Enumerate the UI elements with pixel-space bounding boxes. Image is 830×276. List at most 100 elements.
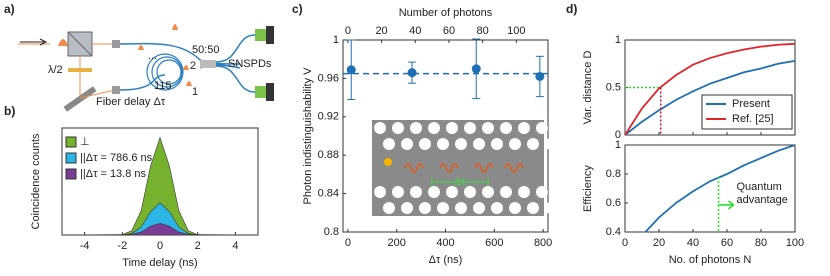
y-axis-label: Var. distance D — [582, 51, 594, 125]
pbs-diag — [67, 31, 93, 57]
legend-box — [701, 94, 793, 130]
annotation-line: advantage — [737, 194, 788, 206]
y-tick-label: 0.88 — [318, 149, 339, 161]
y-tick-label: 1 — [333, 34, 339, 46]
x-tick-label: 200 — [388, 237, 406, 249]
delay-bracket — [431, 178, 489, 186]
inset-hole — [383, 202, 395, 214]
plot-frame — [624, 144, 796, 233]
legend-label: Present — [732, 98, 770, 110]
coupler — [112, 40, 120, 48]
loop-label: 115 — [154, 80, 172, 92]
inset-hole — [392, 122, 404, 134]
y-tick-label: 0 — [615, 129, 621, 141]
splitter-label: 50:50 — [192, 44, 220, 56]
marker-arrow — [718, 200, 735, 210]
inset-hole — [545, 202, 557, 214]
inset-hole — [464, 186, 476, 198]
pulses — [138, 24, 192, 86]
inset-hole — [509, 138, 521, 150]
detector — [266, 83, 274, 101]
inset-hole — [428, 122, 440, 134]
x-tick-label: 0 — [622, 237, 628, 249]
inset-hole — [536, 186, 548, 198]
splitter — [200, 60, 216, 68]
waveplate — [68, 68, 92, 72]
x2-tick-label: 40 — [409, 25, 421, 37]
x-tick-label: 4 — [232, 240, 238, 252]
x2-tick-label: 80 — [477, 25, 489, 37]
legend-label: ⊥ — [80, 136, 90, 148]
inset-hole — [527, 202, 539, 214]
inset-hole — [428, 186, 440, 198]
inset-hole — [401, 138, 413, 150]
panel-label: b) — [4, 104, 15, 118]
x-tick-label: -2 — [117, 240, 127, 252]
inset-hole — [419, 202, 431, 214]
point — [346, 65, 356, 75]
inset-hole — [383, 138, 395, 150]
inset-hole — [545, 138, 557, 150]
y-axis-label: Coincidence counts — [30, 133, 42, 230]
inset-hole — [491, 202, 503, 214]
legend-swatch — [65, 168, 77, 180]
inset: Δτ — [372, 120, 557, 216]
inset-hole — [527, 138, 539, 150]
x-tick-label: -4 — [80, 240, 90, 252]
legend-swatch — [65, 136, 77, 148]
dots: ... — [148, 50, 157, 62]
y-tick-label: 0.84 — [318, 188, 339, 200]
legend-label: ||Δτ = 786.6 ns — [80, 152, 153, 164]
inset-hole — [455, 138, 467, 150]
y-tick-label: 0.8 — [606, 168, 621, 180]
coupler — [112, 86, 120, 94]
y-tick-label: 1 — [615, 34, 621, 46]
x-axis-label: Time delay (ns) — [122, 257, 197, 269]
fiber — [119, 42, 241, 91]
x-tick-label: 0 — [345, 237, 351, 249]
x-tick-label: 60 — [721, 237, 733, 249]
inset-hole — [410, 186, 422, 198]
inset-hole — [464, 122, 476, 134]
inset-hole — [482, 186, 494, 198]
x2-axis-label: Number of photons — [399, 7, 493, 19]
panel-label: d) — [566, 2, 577, 16]
inset-hole — [437, 138, 449, 150]
panel-label: c) — [292, 2, 303, 16]
inset-hole — [500, 186, 512, 198]
inset-hole — [473, 202, 485, 214]
panel-label: a) — [4, 2, 15, 16]
x2-tick-label: 60 — [443, 25, 455, 37]
inset-hole — [419, 138, 431, 150]
beam — [79, 89, 116, 99]
y-tick-label: 0.92 — [318, 111, 339, 123]
point — [407, 68, 417, 78]
inset-hole — [491, 138, 503, 150]
inset-hole — [509, 202, 521, 214]
legend-swatch — [65, 152, 77, 164]
x-tick-label: 80 — [755, 237, 767, 249]
x-tick-label: 800 — [534, 237, 552, 249]
area — [65, 136, 255, 236]
annotation-line: Quantum — [737, 181, 782, 193]
point — [535, 71, 545, 81]
mirror — [63, 86, 97, 112]
x-axis-label: Δτ (ns) — [429, 254, 463, 266]
detector — [255, 29, 267, 41]
inset-hole — [374, 122, 386, 134]
point — [471, 64, 481, 74]
y-tick-label: 0.96 — [318, 72, 339, 84]
y-tick-label: 0.5 — [606, 81, 621, 93]
y-tick-label: 1 — [615, 139, 621, 151]
inset-hole — [446, 122, 458, 134]
inset-hole — [518, 186, 530, 198]
annotation: Quantum advantage — [737, 181, 788, 206]
charts: -4 -2 0 2 4 Coincidence counts Time delay (ns)… — [4, 2, 804, 269]
loop-label: 2 — [190, 60, 196, 72]
inset-hole — [518, 122, 530, 134]
x-axis-label: No. of photons N — [669, 254, 752, 266]
inset-hole — [482, 122, 494, 134]
wave-pulses — [404, 163, 524, 173]
detector — [266, 26, 274, 44]
